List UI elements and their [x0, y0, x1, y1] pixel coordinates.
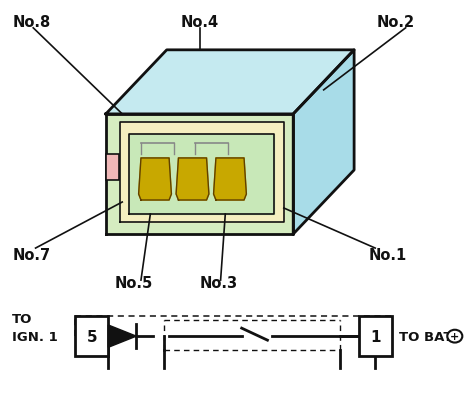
Polygon shape [138, 159, 172, 200]
Polygon shape [108, 325, 137, 347]
Polygon shape [214, 159, 246, 200]
Bar [359, 316, 392, 356]
Text: +: + [450, 331, 459, 341]
Text: No.7: No.7 [12, 247, 50, 262]
Text: TO BAT: TO BAT [399, 330, 452, 343]
Text: No.1: No.1 [368, 247, 406, 262]
Bar [106, 155, 119, 181]
Text: No.2: No.2 [377, 15, 415, 30]
Text: IGN. 1: IGN. 1 [12, 330, 58, 343]
Polygon shape [106, 51, 354, 115]
Polygon shape [106, 115, 293, 234]
Text: No.8: No.8 [12, 15, 50, 30]
Text: 1: 1 [370, 329, 381, 344]
Polygon shape [293, 51, 354, 234]
Polygon shape [120, 123, 284, 222]
Text: 5: 5 [86, 329, 97, 344]
Text: No.3: No.3 [199, 275, 237, 290]
Polygon shape [129, 134, 274, 215]
Text: No.5: No.5 [115, 275, 153, 290]
Circle shape [447, 330, 462, 343]
Text: TO: TO [12, 312, 33, 325]
Bar [75, 316, 108, 356]
Polygon shape [176, 159, 209, 200]
Text: No.4: No.4 [181, 15, 219, 30]
